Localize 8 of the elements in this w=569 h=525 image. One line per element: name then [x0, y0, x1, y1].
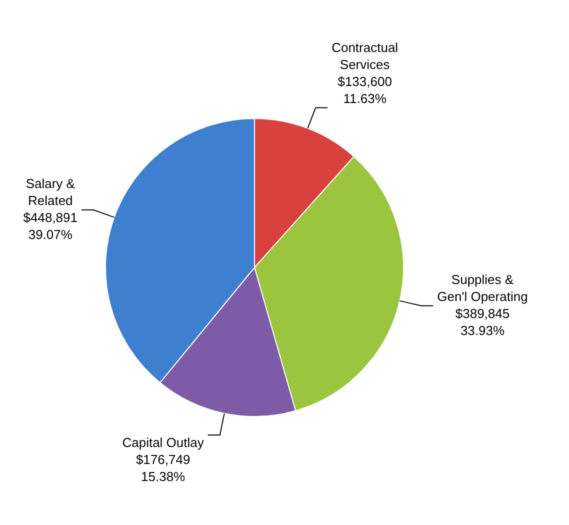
- slice-label: Contractual Services: [332, 40, 398, 72]
- slice-label: Salary & Related: [26, 176, 76, 208]
- data-label: $389,845 33.93%: [455, 306, 510, 338]
- data-label: $448,891 39.07%: [23, 210, 78, 242]
- slice-label: Supplies & Gen'l Operating: [437, 272, 528, 304]
- slice-label: Capital Outlay: [122, 435, 204, 450]
- data-label: $176,749 15.38%: [136, 452, 190, 484]
- data-label: $133,600 11.63%: [338, 74, 392, 106]
